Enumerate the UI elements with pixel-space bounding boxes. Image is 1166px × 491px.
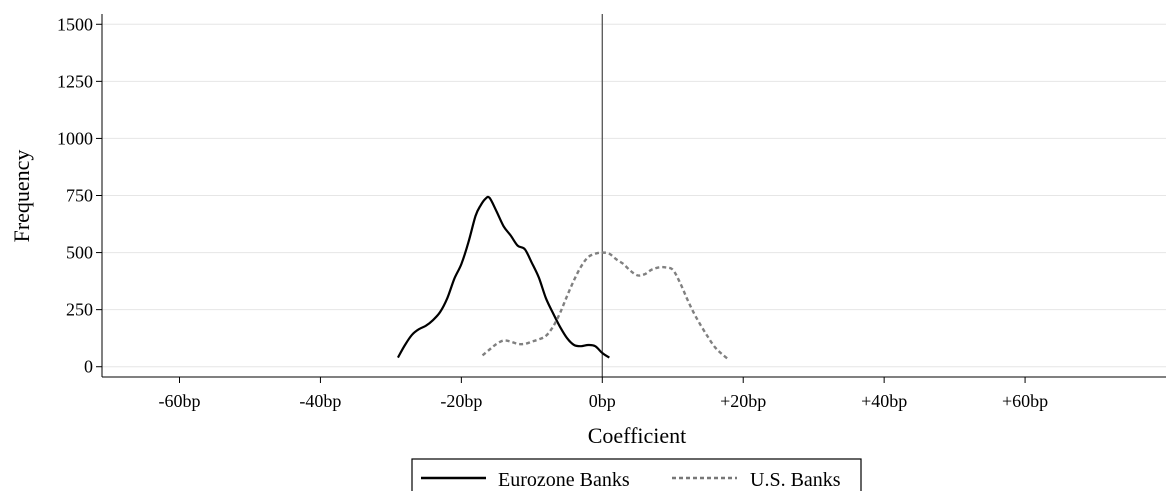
x-tick-label: -20bp <box>440 391 482 411</box>
x-ticks: -60bp -40bp -20bp 0bp +20bp +40bp +60bp <box>159 377 1048 411</box>
series-line-eurozone-banks <box>396 195 610 359</box>
y-tick-label: 500 <box>66 243 93 263</box>
legend-label-eurozone: Eurozone Banks <box>498 469 630 491</box>
y-tick-label: 250 <box>66 300 93 320</box>
x-tick-label: +60bp <box>1002 391 1048 411</box>
y-axis-title: Frequency <box>9 150 34 243</box>
y-tick-label: 1250 <box>57 71 93 91</box>
y-tick-label: 750 <box>66 186 93 206</box>
y-ticks: 0 250 500 750 1000 1250 1500 <box>57 14 102 377</box>
x-tick-label: 0bp <box>589 391 616 411</box>
legend: Eurozone Banks U.S. Banks <box>411 458 862 491</box>
legend-label-us: U.S. Banks <box>750 469 841 491</box>
x-tick-label: +40bp <box>861 391 907 411</box>
y-tick-label: 1000 <box>57 128 93 148</box>
series-layer <box>396 195 730 361</box>
x-tick-label: -40bp <box>299 391 341 411</box>
legend-box <box>411 458 862 491</box>
gridlines <box>102 23 1166 368</box>
y-tick-label: 1500 <box>57 14 93 34</box>
x-tick-label: -60bp <box>159 391 201 411</box>
x-tick-label: +20bp <box>720 391 766 411</box>
x-axis-title: Coefficient <box>588 423 687 448</box>
series-line-us-banks <box>481 251 730 361</box>
y-tick-label: 0 <box>84 357 93 377</box>
